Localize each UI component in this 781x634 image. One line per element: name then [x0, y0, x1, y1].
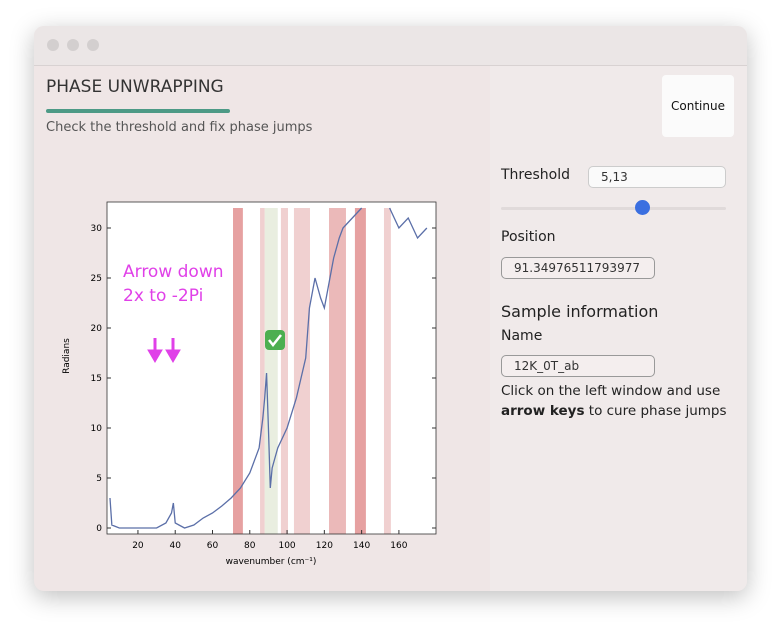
annotation: 2x to -2Pi	[123, 286, 203, 306]
frame	[106, 201, 437, 535]
band	[280, 208, 288, 534]
arrows	[147, 338, 181, 363]
line	[388, 207, 428, 240]
band	[264, 208, 278, 534]
section-title: Sample information	[501, 302, 659, 321]
y-tick-label: 15	[91, 374, 102, 384]
zoom-button[interactable]	[87, 39, 99, 51]
help-rest: to cure phase jumps	[584, 403, 727, 419]
y-axis-label: Radians	[62, 338, 72, 374]
band	[293, 208, 310, 534]
x-tick-label: 20	[132, 541, 144, 551]
annotation: Arrow down	[123, 262, 224, 282]
plot: 20 40 60 80 100 120 140 160 0 5 10 15 20 25 30	[91, 201, 437, 551]
band	[233, 208, 243, 534]
close-button[interactable]	[47, 39, 59, 51]
band	[383, 208, 391, 534]
window: PHASE UNWRAPPING Check the threshold and…	[34, 26, 747, 591]
help-bold: arrow keys	[501, 403, 585, 419]
y-tick-label: 0	[96, 524, 102, 534]
x-tick-label: 120	[316, 541, 333, 551]
x-tick-label: 80	[244, 541, 256, 551]
y-tick-label: 25	[91, 274, 102, 284]
slider-knob[interactable]	[635, 200, 650, 215]
threshold-label: Threshold	[501, 167, 570, 183]
help-text: Click on the left window and use	[501, 383, 721, 399]
band	[329, 208, 346, 534]
band	[260, 208, 265, 534]
minimize-button[interactable]	[67, 39, 79, 51]
subtitle: Check the threshold and fix phase jumps	[46, 120, 313, 135]
threshold-input[interactable]: 5,13	[588, 166, 726, 188]
help-text-2: arrow keys to cure phase jumps	[501, 403, 727, 419]
chart[interactable]: 20 40 60 80 100 120 140 160 0 5 10 15 20 25 30 Radians…	[34, 166, 474, 566]
check-icon	[265, 330, 285, 350]
x-tick-label: 140	[353, 541, 370, 551]
title-underline	[46, 109, 230, 113]
page-title: PHASE UNWRAPPING	[46, 77, 224, 97]
x-tick-label: 160	[390, 541, 407, 551]
continue-button[interactable]: Continue	[662, 75, 734, 137]
x-tick-label: 100	[278, 541, 295, 551]
title-bar	[34, 26, 747, 66]
position-input[interactable]: 91.34976511793977	[501, 257, 655, 279]
y-tick-label: 20	[91, 324, 103, 334]
side-panel	[490, 66, 747, 591]
band	[354, 208, 366, 534]
name-input[interactable]: 12K_0T_ab	[501, 355, 655, 377]
y-tick-label: 5	[96, 474, 102, 484]
y-tick-label: 30	[91, 224, 103, 234]
y-tick-label: 10	[91, 424, 103, 434]
position-label: Position	[501, 229, 556, 245]
x-tick-label: 60	[207, 541, 219, 551]
name-label: Name	[501, 328, 543, 344]
slider-track[interactable]	[501, 207, 726, 210]
x-axis-label: wavenumber (cm⁻¹)	[226, 557, 317, 566]
x-tick-label: 40	[169, 541, 181, 551]
line	[109, 207, 363, 529]
